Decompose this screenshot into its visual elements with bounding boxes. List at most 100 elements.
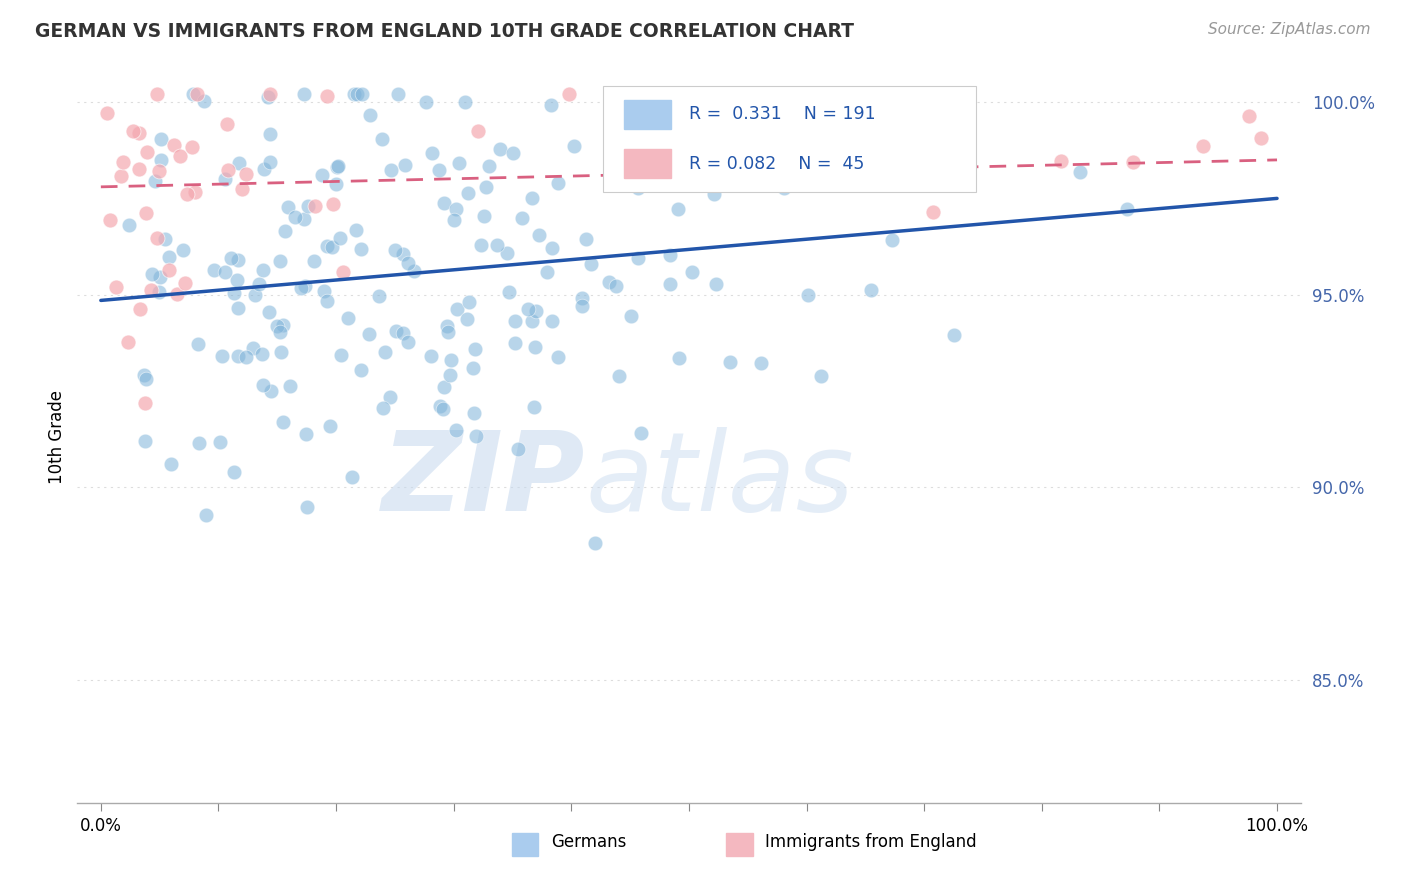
Point (1237, 109, 1260, 123)
Point (135, 205, 157, 219)
Point (467, 124, 489, 138)
Point (498, 285, 520, 300)
Point (218, 163, 240, 178)
Point (541, 241, 564, 255)
Point (292, 87, 315, 102)
Point (284, 210, 307, 224)
Point (228, 301, 250, 316)
Point (889, 169, 911, 184)
Point (433, 380, 456, 394)
Point (169, 149, 191, 163)
Point (194, 508, 217, 522)
Point (681, 265, 703, 279)
Point (228, 156, 250, 170)
Text: R =  0.331    N = 191: R = 0.331 N = 191 (689, 105, 876, 123)
Point (141, 283, 163, 297)
Point (378, 390, 401, 404)
Point (202, 263, 225, 277)
Point (259, 127, 281, 141)
Point (235, 350, 257, 364)
Point (655, 170, 678, 185)
Point (181, 87, 204, 102)
Text: GERMAN VS IMMIGRANTS FROM ENGLAND 10TH GRADE CORRELATION CHART: GERMAN VS IMMIGRANTS FROM ENGLAND 10TH G… (35, 22, 855, 41)
Point (810, 368, 832, 383)
Point (502, 146, 524, 161)
Point (278, 379, 301, 393)
Point (440, 352, 463, 367)
Point (105, 279, 128, 293)
Point (598, 275, 620, 289)
Text: Germans: Germans (551, 832, 626, 851)
Point (396, 335, 419, 350)
Point (134, 368, 156, 382)
Point (859, 283, 882, 297)
Point (117, 334, 139, 349)
Point (325, 160, 347, 174)
Point (579, 257, 602, 271)
Point (415, 95, 437, 109)
Point (630, 425, 652, 440)
Point (269, 326, 291, 340)
Point (609, 369, 631, 384)
Point (344, 223, 367, 237)
Point (575, 232, 598, 246)
Point (129, 302, 152, 317)
Point (270, 345, 292, 359)
Point (583, 536, 606, 550)
Point (224, 466, 246, 480)
Point (121, 124, 143, 138)
Point (503, 314, 526, 328)
Point (374, 344, 396, 359)
Point (294, 427, 316, 442)
Point (128, 127, 150, 141)
Point (346, 87, 368, 102)
Point (316, 238, 339, 252)
Point (271, 415, 294, 429)
Point (427, 163, 450, 178)
Point (485, 238, 508, 252)
Point (686, 175, 709, 189)
Point (135, 145, 157, 160)
Point (605, 279, 627, 293)
Point (704, 277, 727, 291)
Point (340, 470, 363, 484)
Point (273, 224, 295, 238)
Point (679, 143, 702, 157)
Point (384, 243, 406, 257)
Point (135, 372, 157, 386)
Point (432, 195, 454, 210)
Point (457, 186, 479, 200)
Point (297, 500, 319, 514)
Point (571, 299, 593, 313)
Text: Source: ZipAtlas.com: Source: ZipAtlas.com (1208, 22, 1371, 37)
Text: Immigrants from England: Immigrants from England (765, 832, 976, 851)
Point (319, 419, 342, 434)
Point (186, 87, 208, 102)
Point (943, 327, 966, 342)
Point (321, 240, 343, 254)
Bar (725, 833, 752, 856)
Point (128, 161, 150, 176)
Point (371, 401, 394, 415)
Point (839, 87, 862, 102)
Point (505, 335, 527, 350)
Point (522, 314, 544, 328)
Point (304, 199, 326, 213)
Point (463, 406, 485, 420)
Point (214, 171, 236, 186)
Point (797, 288, 820, 302)
Point (146, 87, 169, 102)
Point (1122, 154, 1144, 169)
Point (420, 145, 443, 160)
Point (242, 341, 264, 355)
Bar (624, 100, 671, 128)
Point (385, 324, 408, 338)
Point (257, 89, 280, 103)
Point (1069, 164, 1091, 178)
Point (226, 252, 249, 267)
Point (111, 155, 134, 169)
Point (326, 159, 349, 173)
Point (464, 343, 486, 357)
Point (627, 87, 650, 102)
Point (219, 251, 242, 265)
